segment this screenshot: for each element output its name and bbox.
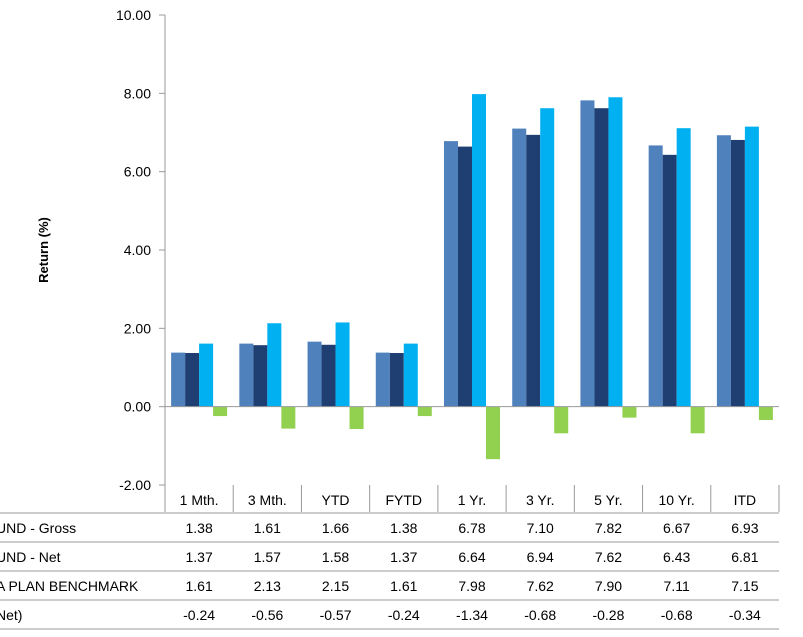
bar [690,406,705,434]
bar [472,94,486,407]
bar [526,134,541,407]
bar [554,406,569,434]
data-value-label: 1.66 [322,520,349,536]
series-name-label: UND - Net [0,549,61,565]
y-tick-label: -2.00 [119,477,151,493]
y-tick-label: 6.00 [124,164,151,180]
bar [676,128,691,407]
data-value-label: 7.82 [595,520,622,536]
category-label: 5 Yr. [594,492,623,508]
bar [213,406,228,417]
data-value-label: 7.15 [731,578,758,594]
bar [185,353,200,407]
data-value-label: 6.81 [731,549,758,565]
bar [417,406,432,417]
data-value-label: 6.94 [527,549,554,565]
data-value-label: 6.67 [663,520,690,536]
y-tick-label: 8.00 [124,85,151,101]
data-value-label: 7.62 [595,549,622,565]
category-label: 1 Yr. [458,492,487,508]
data-value-label: 1.61 [185,578,212,594]
data-value-label: 1.58 [322,549,349,565]
bar [239,343,254,407]
data-value-label: -0.34 [729,607,761,623]
bar [716,135,731,407]
bar [486,406,500,460]
category-label: 10 Yr. [659,492,695,508]
bar [540,108,555,407]
bar [458,146,472,407]
data-value-label: -0.57 [320,607,352,623]
data-value-label: 1.38 [185,520,212,536]
y-axis-title: Return (%) [36,217,51,283]
bar [730,139,745,407]
series-name-label: A PLAN BENCHMARK [0,578,139,594]
y-tick-label: 0.00 [124,399,151,415]
data-value-label: -0.24 [183,607,215,623]
data-value-label: 1.61 [390,578,417,594]
data-value-label: 7.62 [527,578,554,594]
bar [335,322,350,407]
bar [267,323,282,407]
data-value-label: -0.56 [251,607,283,623]
bar [321,344,336,407]
data-value-label: 6.93 [731,520,758,536]
data-value-label: -0.68 [661,607,693,623]
data-value-label: 2.15 [322,578,349,594]
bar [512,128,527,407]
y-tick-label: 2.00 [124,320,151,336]
data-value-label: 6.43 [663,549,690,565]
bar [307,341,322,407]
data-value-label: -0.28 [592,607,624,623]
data-value-label: -0.24 [388,607,420,623]
data-value-label: 7.90 [595,578,622,594]
bar [403,343,418,407]
data-value-label: 6.78 [458,520,485,536]
data-value-label: -0.68 [524,607,556,623]
bar [349,406,364,429]
bar [281,406,296,429]
data-value-label: 7.10 [527,520,554,536]
bar [389,353,404,407]
category-label: FYTD [385,492,422,508]
data-value-label: 1.37 [185,549,212,565]
data-value-label: 2.13 [254,578,281,594]
bar [648,145,663,407]
bar [444,141,458,407]
data-value-label: 7.98 [458,578,485,594]
bar [171,352,186,407]
data-value-label: 6.64 [458,549,485,565]
bar [662,154,677,407]
category-label: YTD [322,492,350,508]
data-value-label: 1.37 [390,549,417,565]
data-value-label: 1.57 [254,549,281,565]
data-value-label: -1.34 [456,607,488,623]
data-value-label: 1.61 [254,520,281,536]
data-value-label: 7.11 [664,578,690,594]
bar [580,100,595,407]
bar [758,406,773,420]
bar [622,406,637,418]
category-label: 3 Yr. [526,492,555,508]
category-label: 3 Mth. [248,492,287,508]
category-label: 1 Mth. [180,492,219,508]
series-name-label: Net) [0,607,22,623]
series-name-label: UND - Gross [0,520,76,536]
bar [744,126,759,407]
y-tick-label: 4.00 [124,242,151,258]
category-label: ITD [734,492,757,508]
bar [375,352,390,407]
bar [253,345,268,407]
y-tick-label: 10.00 [116,7,151,23]
bar [199,343,214,407]
bar [608,97,623,407]
bar [594,108,609,407]
data-value-label: 1.38 [390,520,417,536]
